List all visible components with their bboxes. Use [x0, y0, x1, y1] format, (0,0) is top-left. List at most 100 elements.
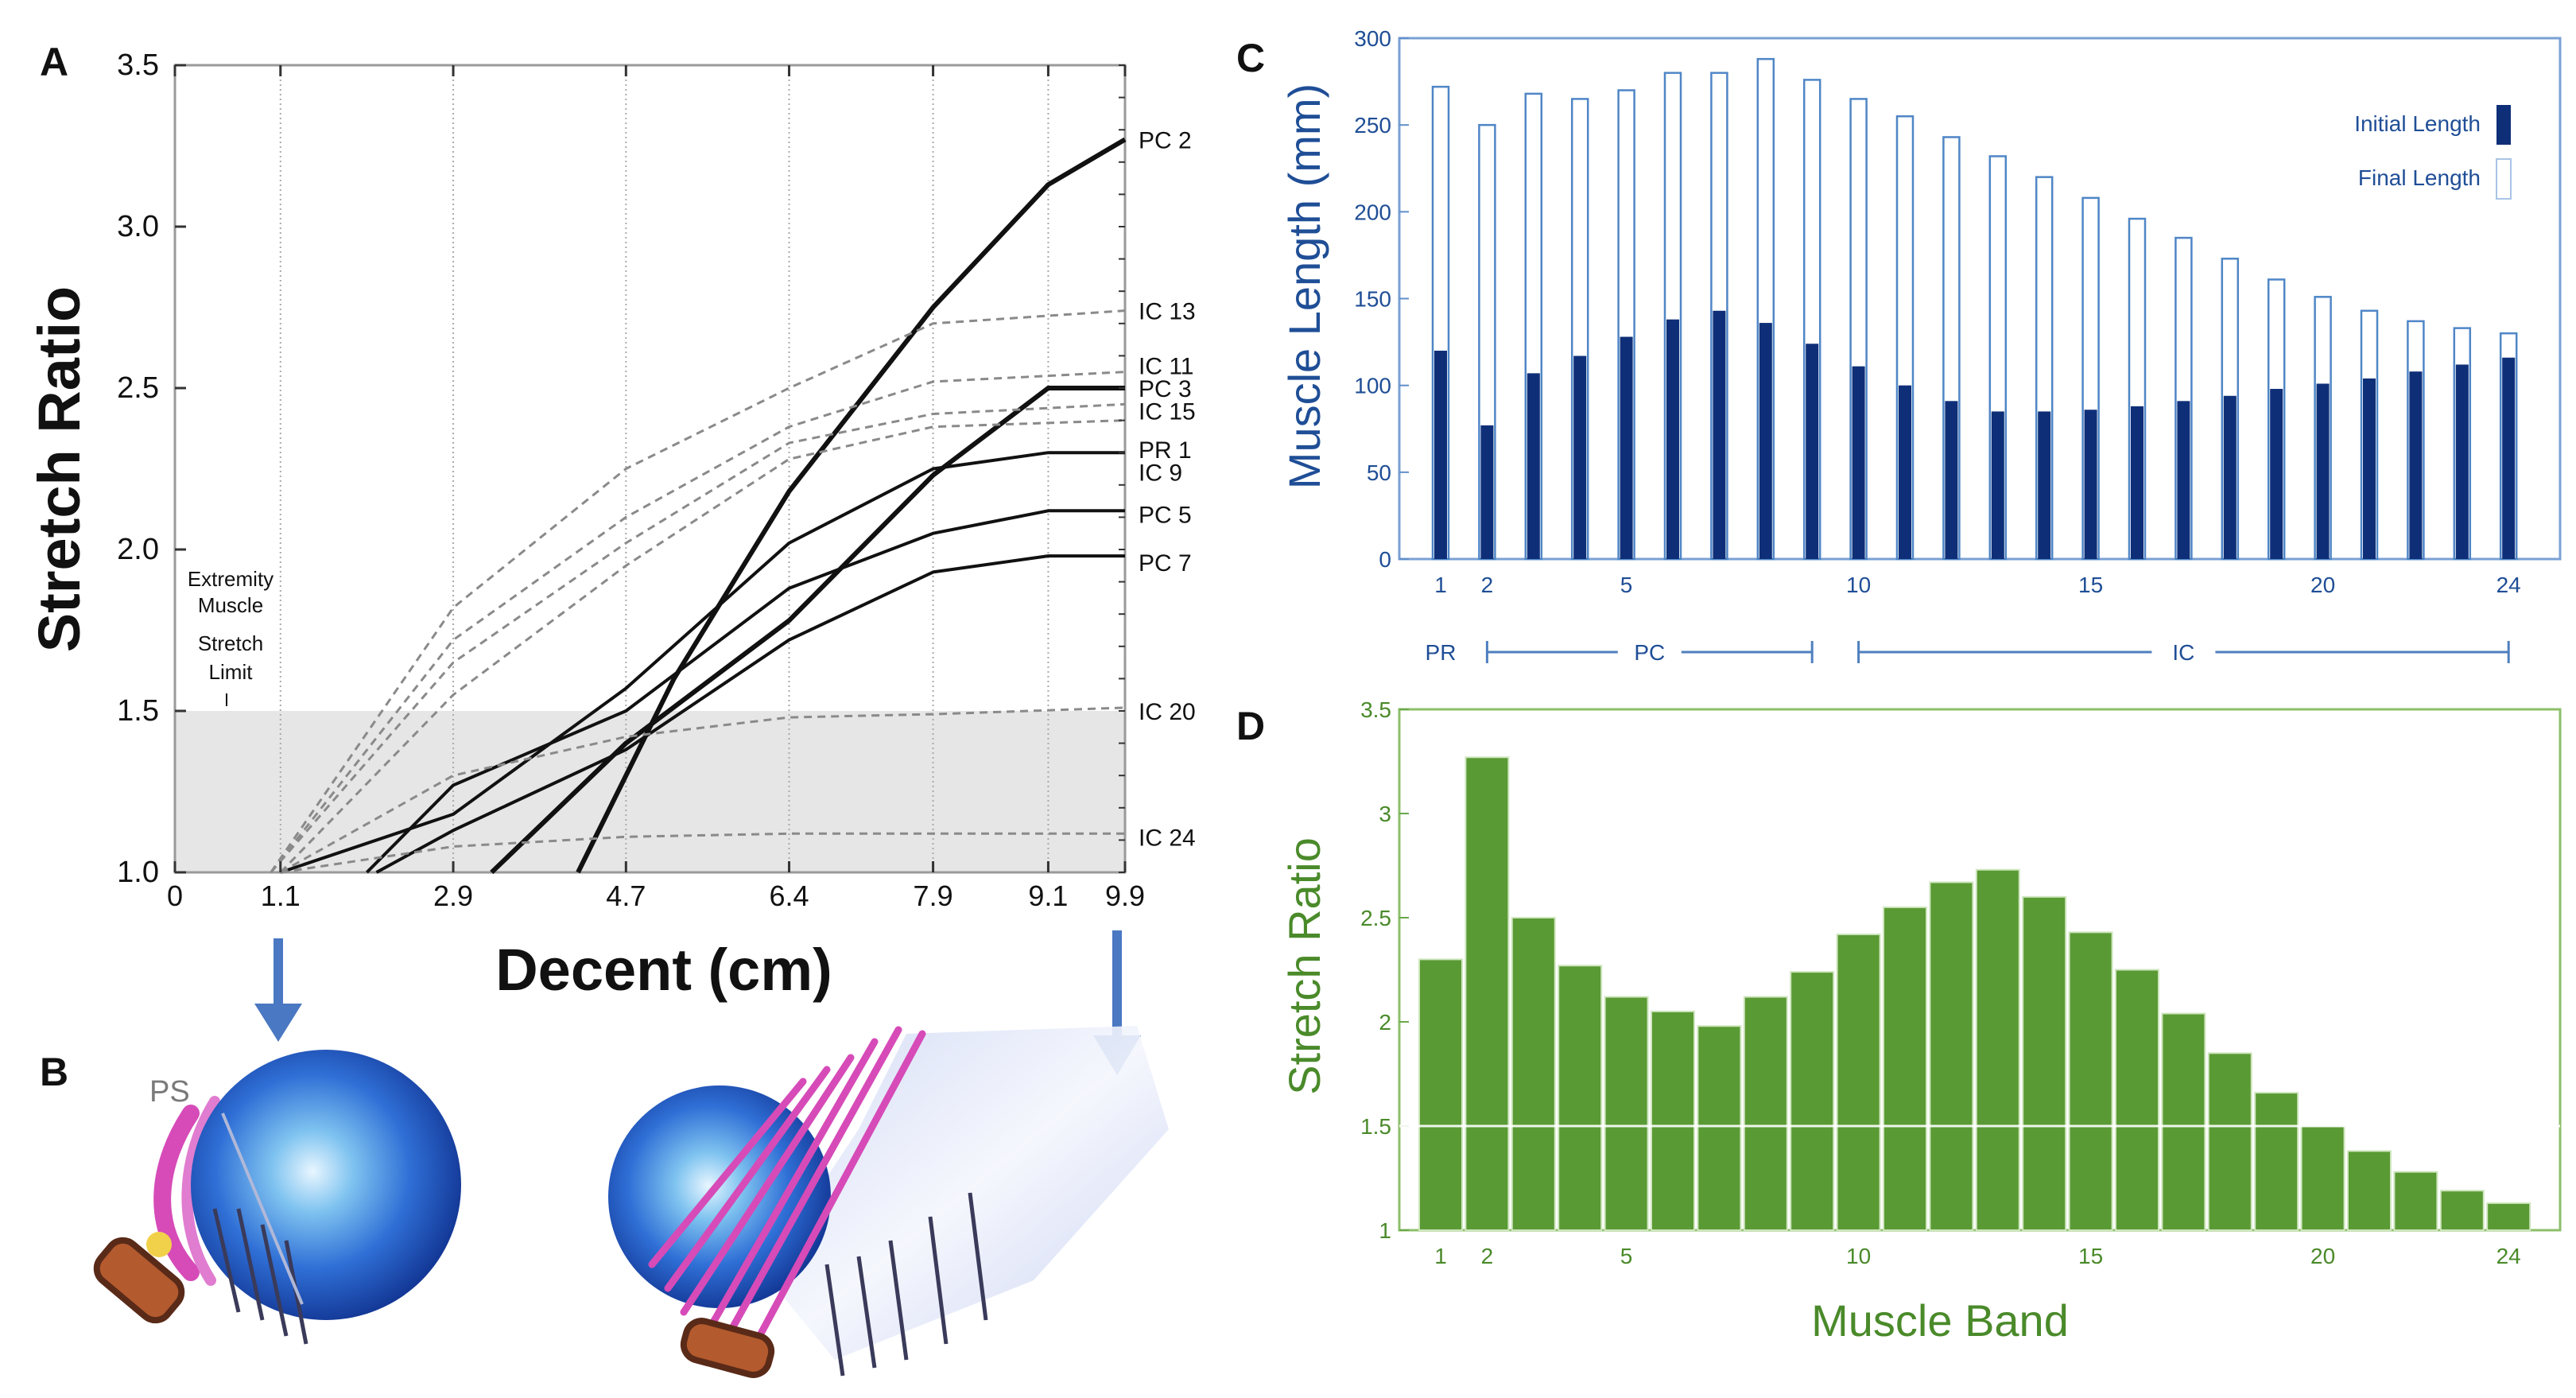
bar-stretch-ratio [1418, 958, 1463, 1232]
bar-initial-length [1480, 425, 1494, 559]
panel-d-x-tick-label: 20 [2310, 1244, 2335, 1268]
panel-c-x-tick-label: 5 [1620, 573, 1633, 597]
bar-stretch-ratio [2439, 1190, 2485, 1231]
legend-initial-length: Initial Length [2354, 111, 2481, 136]
bar-stretch-ratio [2022, 895, 2067, 1232]
muscle-band-icon [153, 1096, 220, 1286]
bar-initial-length [1527, 373, 1540, 559]
panel-a-y-tick-label: 3.0 [117, 210, 159, 243]
legend-final-swatch [2496, 158, 2512, 200]
series-line-pc-2 [576, 137, 1127, 874]
bar-stretch-ratio [1604, 996, 1649, 1232]
bar-initial-length [2223, 395, 2237, 559]
panel-d-y-tick-label: 1 [1379, 1218, 1391, 1243]
series-label: PR 1 [1139, 437, 1192, 464]
bar-stretch-ratio [1836, 933, 1881, 1231]
sphere-icon [191, 1050, 461, 1320]
annotation-line-2: Muscle [198, 593, 263, 617]
panel-c-y-tick-label: 150 [1354, 287, 1391, 312]
bar-initial-length [1759, 323, 1772, 559]
panel-a-x-tick-label: 7.9 [914, 880, 953, 912]
panel-c-group-brackets: PR PC IC [1426, 640, 2510, 665]
panel-d-x-tick-label: 15 [2078, 1244, 2103, 1268]
descent-arrow-icon [254, 938, 302, 1042]
pubic-symphysis-icon [93, 1232, 185, 1324]
bar-stretch-ratio [1465, 756, 1510, 1231]
panel-d-x-axis-title: Muscle Band [1811, 1295, 2069, 1346]
ps-label: PS [149, 1075, 190, 1109]
bar-initial-length [1713, 310, 1726, 559]
panel-d-x-tick-label: 2 [1481, 1244, 1494, 1268]
annotation-line-3: Stretch [198, 631, 263, 655]
muscle-band-icon [763, 1026, 1169, 1360]
bar-initial-length [1620, 336, 1633, 559]
series-label: IC 24 [1139, 825, 1196, 851]
panel-b-label: B [40, 1050, 68, 1094]
legend-final-length: Final Length [2358, 165, 2481, 190]
bar-initial-length [1573, 355, 1587, 559]
pubic-symphysis-icon [680, 1318, 775, 1378]
bar-initial-length [2177, 401, 2190, 559]
bar-stretch-ratio [1697, 1025, 1742, 1231]
bar-stretch-ratio [2068, 931, 2113, 1231]
series-label: PC 2 [1139, 127, 1192, 153]
panel-c-x-tick-label: 2 [1481, 573, 1494, 597]
series-label: PC 3 [1139, 376, 1192, 402]
panel-d-bars [1418, 756, 2531, 1232]
panel-a-y-tick-label: 2.5 [117, 371, 159, 405]
bar-initial-length [1806, 344, 1819, 559]
group-label-pc: PC [1634, 640, 1665, 665]
bar-stretch-ratio [1929, 881, 1974, 1231]
series-line-pc-7 [375, 554, 1125, 874]
bar-stretch-ratio [2207, 1052, 2252, 1232]
bar-stretch-ratio [1651, 1010, 1695, 1232]
annotation-line-1: Extremity [188, 567, 274, 591]
panel-a-x-tick-label: 9.9 [1105, 880, 1145, 912]
bar-stretch-ratio [2486, 1202, 2531, 1231]
group-label-pr: PR [1426, 640, 1457, 665]
bar-initial-length [2316, 383, 2330, 559]
panel-c-y-tick-label: 0 [1379, 547, 1391, 572]
panel-a-series [270, 137, 1127, 875]
bar-initial-length [2363, 378, 2376, 559]
panel-a-x-tick-label: 0 [167, 880, 183, 912]
panel-d-x-tick-label: 5 [1620, 1244, 1633, 1268]
bar-initial-length [1666, 319, 1679, 559]
bar-stretch-ratio [1790, 971, 1835, 1231]
panel-d-y-tick-label: 2.5 [1360, 906, 1391, 930]
panel-d-axis: 1 1.5 2 2.5 3 3.5 1 2 5 10 15 20 24 [1360, 697, 2521, 1268]
panel-a-y-tick-label: 1.0 [117, 856, 159, 889]
panel-c-bars [1431, 57, 2518, 561]
panel-c-x-tick-label: 15 [2078, 573, 2103, 597]
bar-stretch-ratio [1511, 917, 1556, 1231]
bar-initial-length [2270, 389, 2283, 559]
bar-initial-length [1899, 385, 1911, 559]
bar-initial-length [2409, 371, 2423, 559]
bar-stretch-ratio [1883, 906, 1927, 1232]
bar-stretch-ratio [1743, 996, 1788, 1232]
muscle-band-icon [212, 1113, 308, 1345]
bar-initial-length [2131, 406, 2143, 559]
panel-a-y-tick-label: 3.5 [117, 49, 159, 82]
bar-initial-length [2084, 410, 2097, 559]
panel-d-y-tick-label: 3.5 [1360, 697, 1391, 722]
panel-c-y-tick-label: 250 [1354, 113, 1391, 138]
bar-initial-length [1434, 351, 1447, 559]
panel-a-label: A [40, 40, 68, 84]
panel-c-y-tick-label: 100 [1354, 374, 1391, 398]
series-label: IC 11 [1139, 354, 1193, 380]
panel-a-gridlines [279, 65, 1049, 872]
bar-stretch-ratio [2393, 1171, 2438, 1232]
bar-stretch-ratio [2115, 969, 2159, 1231]
panel-a-x-tick-label: 6.4 [770, 880, 809, 912]
panel-c-x-tick-label: 20 [2310, 573, 2335, 597]
panel-d-y-axis-title: Stretch Ratio [1279, 837, 1329, 1095]
series-label: IC 20 [1139, 699, 1196, 725]
series-label: IC 9 [1139, 460, 1182, 487]
panel-c-y-tick-label: 200 [1354, 200, 1391, 224]
panel-d-x-tick-label: 1 [1434, 1244, 1447, 1268]
panel-d-y-tick-label: 2 [1379, 1010, 1391, 1035]
legend-initial-swatch [2496, 105, 2511, 145]
bar-initial-length [1991, 411, 2004, 559]
